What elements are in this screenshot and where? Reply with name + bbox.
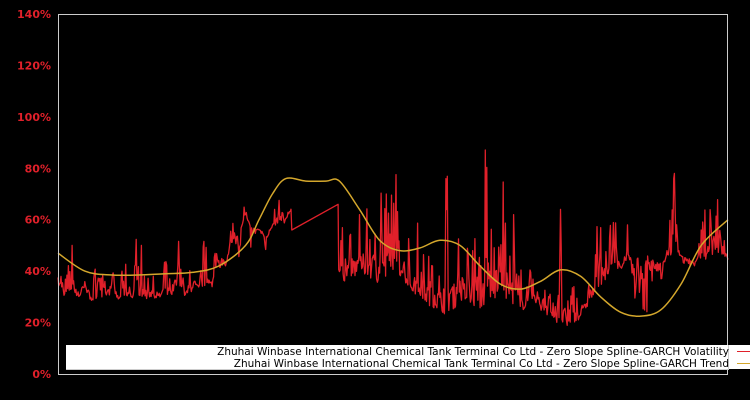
- legend-label-trend: Zhuhai Winbase International Chemical Ta…: [234, 358, 729, 370]
- volatility-series: [57, 149, 729, 327]
- y-tick-label: 0%: [32, 368, 51, 381]
- y-tick-label: 80%: [25, 162, 51, 175]
- volatility-line: [57, 149, 729, 327]
- y-tick-label: 20%: [25, 317, 51, 330]
- y-tick-label: 40%: [25, 265, 51, 278]
- trend-series: [57, 177, 729, 317]
- y-tick-label: 60%: [25, 214, 51, 227]
- y-tick-label: 100%: [17, 111, 51, 124]
- plot-frame: [58, 14, 728, 375]
- y-tick-label: 120%: [17, 59, 51, 72]
- legend-label-volatility: Zhuhai Winbase International Chemical Ta…: [217, 346, 729, 358]
- y-axis: 0% 20% 40% 60% 80% 100% 120% 140%: [17, 8, 51, 381]
- y-tick-label: 140%: [17, 8, 51, 21]
- trend-line: [57, 177, 729, 317]
- legend-box: [66, 345, 750, 369]
- legend: Zhuhai Winbase International Chemical Ta…: [66, 345, 750, 370]
- plot-area: [57, 149, 729, 327]
